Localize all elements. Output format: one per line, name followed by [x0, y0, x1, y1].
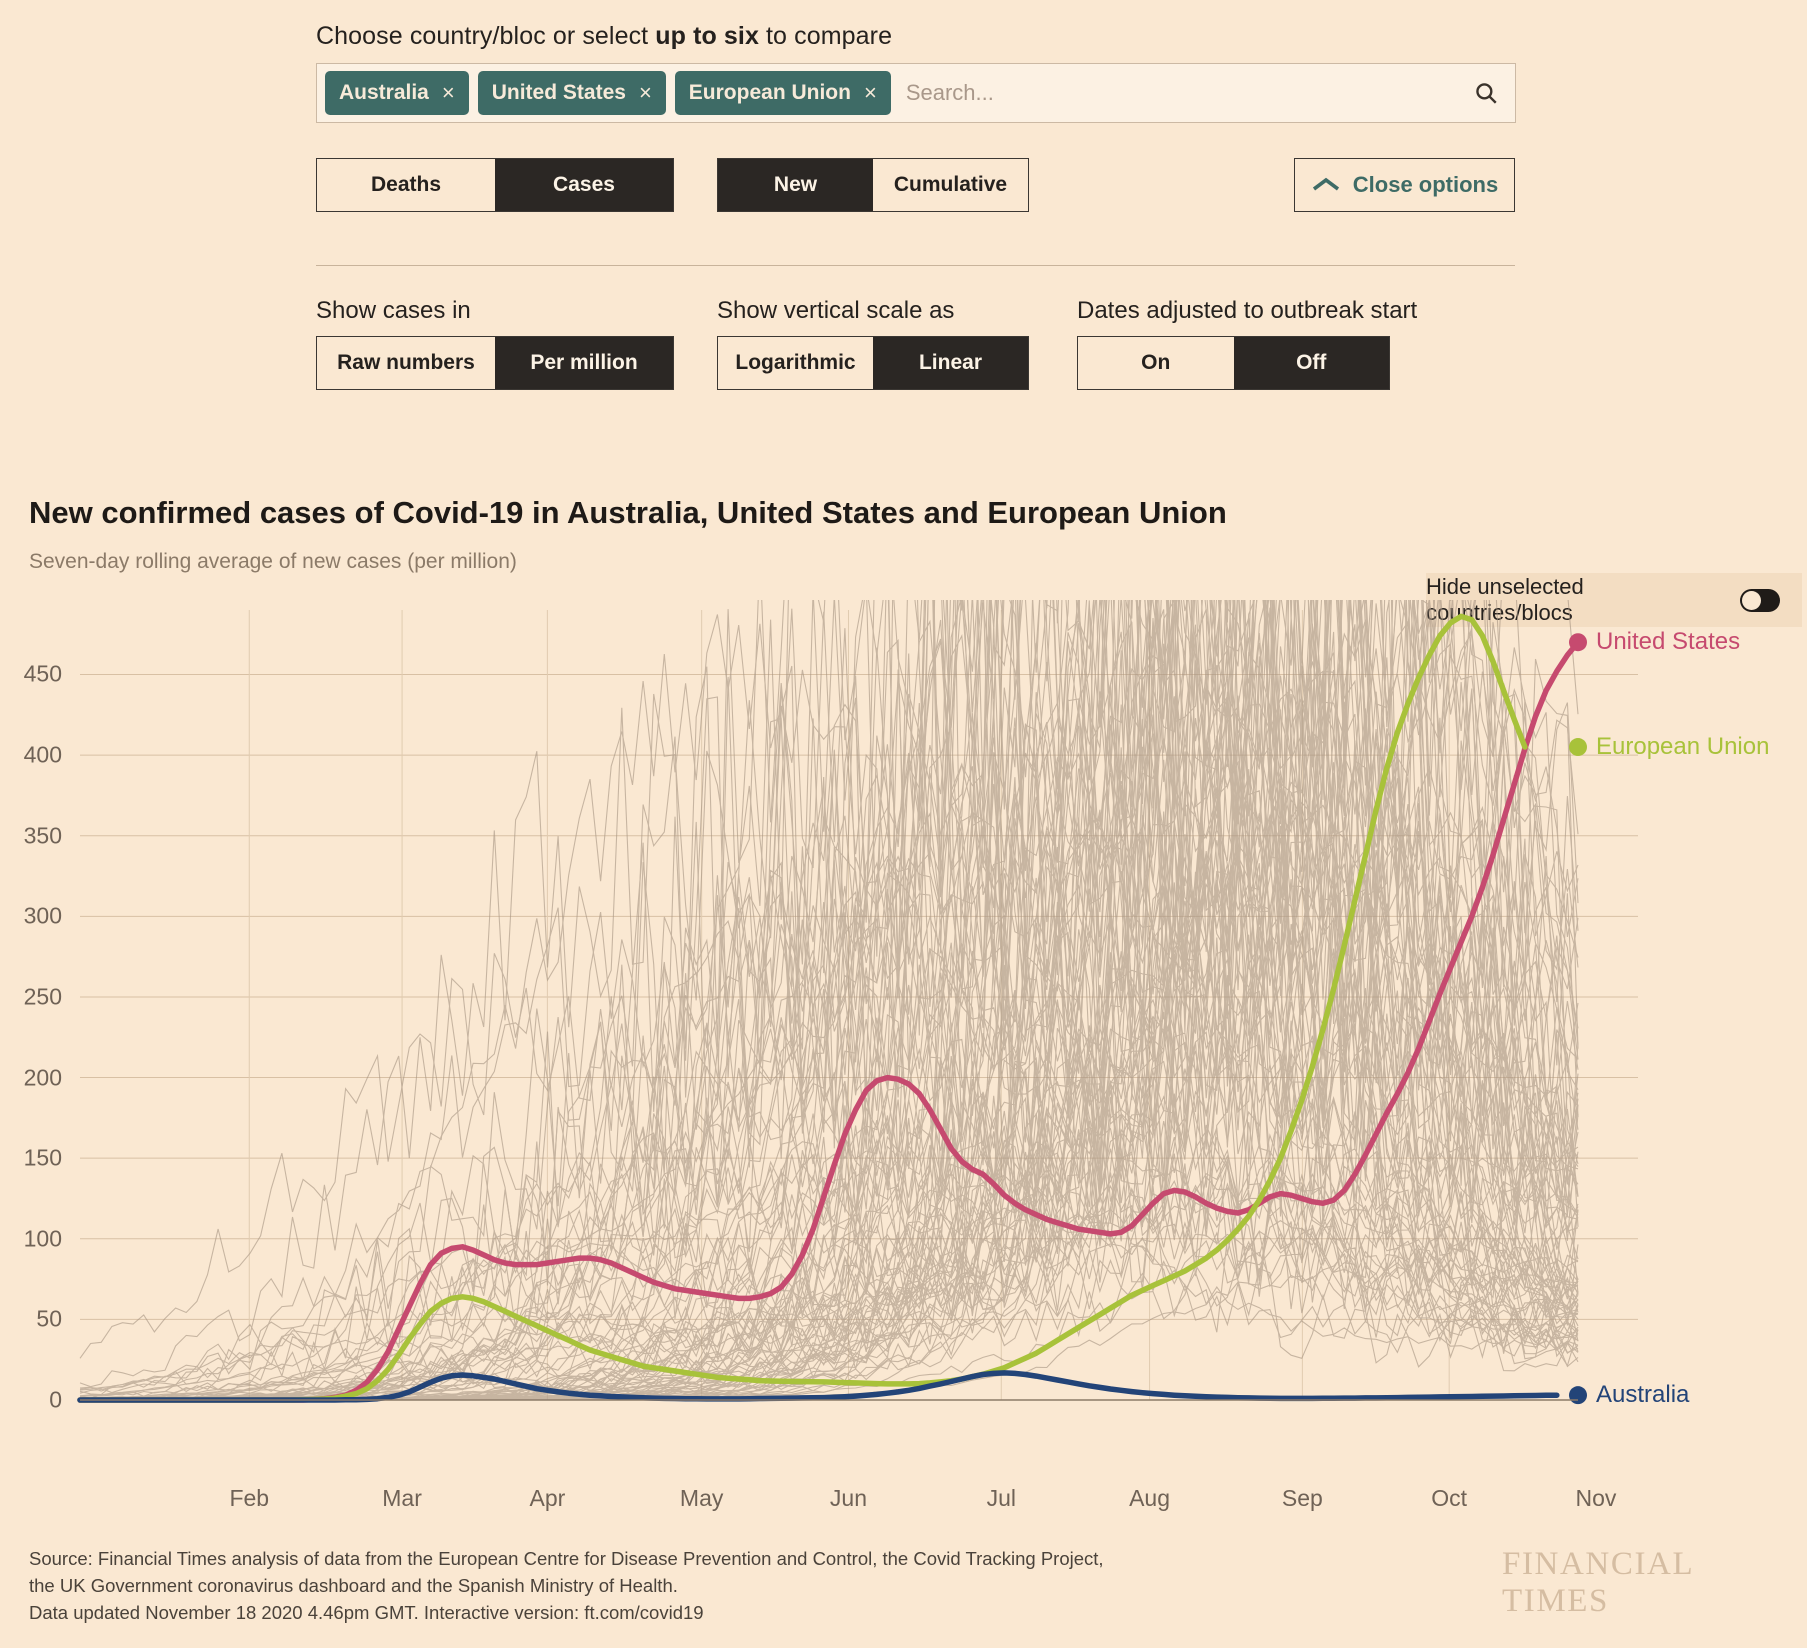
- options-divider: [316, 265, 1515, 266]
- background-country-line: [79, 1171, 1579, 1391]
- period-option-new[interactable]: New: [718, 159, 873, 211]
- background-country-line: [79, 665, 1579, 1399]
- background-country-line: [79, 598, 1579, 1388]
- chart-subtitle: Seven-day rolling average of new cases (…: [29, 550, 517, 573]
- source-line-2: the UK Government coronavirus dashboard …: [29, 1574, 678, 1596]
- units-option-per-million[interactable]: Per million: [495, 337, 673, 389]
- country-search-bar[interactable]: Australia × United States × European Uni…: [316, 63, 1516, 123]
- scale-option-logarithmic[interactable]: Logarithmic: [718, 337, 873, 389]
- y-axis-tick-350: 350: [23, 822, 62, 849]
- x-axis-tick-oct: Oct: [1431, 1485, 1468, 1511]
- period-option-cumulative[interactable]: Cumulative: [873, 159, 1028, 211]
- source-line-1: Source: Financial Times analysis of data…: [29, 1548, 1104, 1569]
- remove-icon[interactable]: ×: [638, 80, 652, 105]
- x-axis-tick-aug: Aug: [1129, 1485, 1171, 1511]
- background-country-line: [79, 990, 1579, 1401]
- scale-option-linear[interactable]: Linear: [873, 337, 1028, 389]
- series-label-european-union: European Union: [1596, 733, 1770, 761]
- choose-label-post: to compare: [758, 22, 893, 50]
- remove-icon[interactable]: ×: [863, 80, 877, 105]
- chart-plot-area: 0 50 100 150 200 250 300 350 400 450 Feb Mar Apr May…: [0, 598, 1807, 1511]
- chevron-up-icon: [1312, 177, 1339, 191]
- choose-label-emphasis: up to six: [655, 22, 759, 50]
- outbreak-option-on[interactable]: On: [1078, 337, 1234, 389]
- search-icon[interactable]: [1465, 80, 1507, 106]
- metric-option-deaths[interactable]: Deaths: [317, 159, 495, 211]
- pill-label: United States: [491, 81, 626, 104]
- choose-label-pre: Choose country/bloc or select: [316, 22, 656, 50]
- x-axis-labels: Feb Mar Apr May Jun Jul Aug Sep Oct Nov: [0, 1480, 1807, 1520]
- background-country-line: [79, 693, 1579, 1401]
- remove-icon[interactable]: ×: [441, 80, 455, 105]
- pill-label: Australia: [339, 81, 429, 104]
- show-cases-in-label: Show cases in: [316, 297, 471, 324]
- x-axis-tick-jun: Jun: [829, 1485, 868, 1511]
- y-axis-tick-50: 50: [36, 1305, 62, 1332]
- y-axis-tick-300: 300: [23, 902, 62, 929]
- hide-unselected-switch[interactable]: [1740, 588, 1780, 612]
- metric-option-cases[interactable]: Cases: [495, 159, 673, 211]
- selected-country-united-states[interactable]: United States ×: [477, 71, 666, 115]
- x-axis-tick-mar: Mar: [382, 1485, 422, 1511]
- series-endpoint-united-states: [1569, 633, 1587, 652]
- background-country-line: [79, 762, 1579, 1400]
- pill-label: European Union: [688, 81, 851, 104]
- choose-country-label: Choose country/bloc or select up to six …: [316, 22, 892, 51]
- background-country-line: [80, 799, 1579, 1399]
- search-input[interactable]: [899, 79, 1465, 107]
- x-axis-tick-nov: Nov: [1575, 1485, 1617, 1511]
- selected-country-australia[interactable]: Australia ×: [325, 71, 469, 115]
- close-options-label: Close options: [1352, 172, 1499, 197]
- metric-toggle[interactable]: Deaths Cases: [316, 158, 674, 212]
- y-axis-tick-150: 150: [23, 1144, 62, 1171]
- source-note: Source: Financial Times analysis of data…: [29, 1546, 1104, 1626]
- series-endpoint-european-union: [1569, 738, 1587, 757]
- x-axis-tick-jul: Jul: [986, 1485, 1016, 1511]
- source-line-3: Data updated November 18 2020 4.46pm GMT…: [29, 1601, 704, 1623]
- units-option-raw-numbers[interactable]: Raw numbers: [317, 337, 495, 389]
- period-toggle[interactable]: New Cumulative: [717, 158, 1029, 212]
- background-country-line: [79, 1148, 1579, 1394]
- units-toggle[interactable]: Raw numbers Per million: [316, 336, 674, 390]
- outbreak-toggle[interactable]: On Off: [1077, 336, 1390, 390]
- x-axis-tick-may: May: [679, 1485, 724, 1511]
- outbreak-start-label: Dates adjusted to outbreak start: [1077, 297, 1418, 324]
- series-label-united-states: United States: [1596, 628, 1741, 656]
- outbreak-option-off[interactable]: Off: [1233, 337, 1389, 389]
- chart-svg: [77, 598, 1638, 1405]
- hide-unselected-toggle[interactable]: Hide unselected countries/blocs: [1426, 573, 1802, 627]
- close-options-button[interactable]: Close options: [1294, 158, 1515, 212]
- x-axis-tick-apr: Apr: [529, 1485, 566, 1511]
- y-axis-tick-100: 100: [23, 1225, 62, 1252]
- x-axis-tick-feb: Feb: [229, 1485, 270, 1511]
- financial-times-logo: FINANCIAL TIMES: [1502, 1546, 1694, 1619]
- background-country-line: [80, 1095, 1579, 1401]
- y-axis-tick-0: 0: [49, 1386, 62, 1413]
- x-axis-tick-sep: Sep: [1281, 1485, 1323, 1511]
- background-country-line: [79, 742, 1579, 1400]
- selected-country-european-union[interactable]: European Union ×: [674, 71, 891, 115]
- y-axis-tick-400: 400: [23, 741, 62, 768]
- y-axis-tick-200: 200: [23, 1064, 62, 1091]
- chart-title: New confirmed cases of Covid-19 in Austr…: [29, 495, 1227, 530]
- series-endpoint-australia: [1569, 1386, 1587, 1405]
- vertical-scale-label: Show vertical scale as: [717, 297, 955, 324]
- y-axis-tick-450: 450: [23, 660, 62, 687]
- background-country-line: [79, 598, 1579, 1394]
- scale-toggle[interactable]: Logarithmic Linear: [717, 336, 1029, 390]
- series-label-australia: Australia: [1596, 1381, 1690, 1409]
- background-country-line: [79, 1040, 1579, 1401]
- y-axis-tick-250: 250: [23, 983, 62, 1010]
- y-axis-labels: 0 50 100 150 200 250 300 350 400 450: [0, 600, 80, 1480]
